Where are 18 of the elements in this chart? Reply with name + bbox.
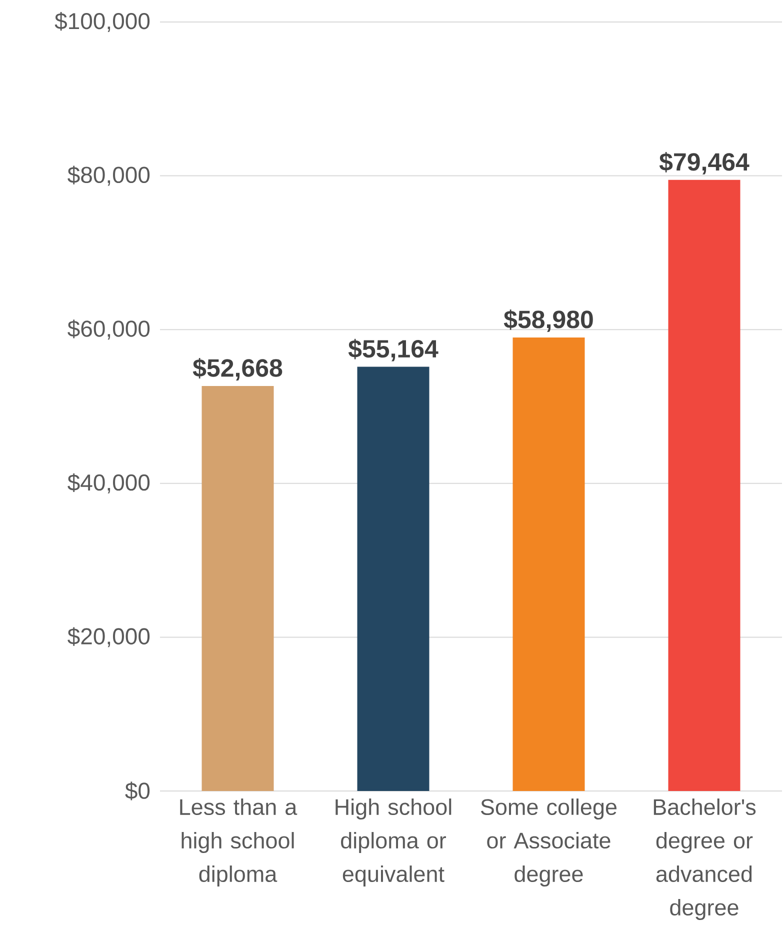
x-tick-label: Bachelor's degree or advanced degree (654, 798, 756, 920)
bar (357, 366, 430, 791)
bar (202, 386, 274, 791)
bar (512, 337, 585, 791)
data-label: $79,464 (660, 152, 750, 174)
y-tick-label: $0 (125, 782, 150, 800)
bar (668, 180, 740, 791)
x-tick-label: Some college or Associate degree (481, 798, 617, 886)
x-tick-label: High school diploma or equivalent (336, 798, 452, 886)
y-tick-label: $80,000 (68, 166, 150, 186)
y-tick-label: $20,000 (68, 627, 150, 648)
data-label: $58,980 (504, 309, 594, 332)
data-label: $55,164 (348, 338, 438, 362)
y-tick-label: $40,000 (68, 473, 150, 494)
x-tick-label: Less than a high school diploma (180, 798, 298, 886)
data-label: $52,668 (193, 358, 282, 380)
y-tick-label: $60,000 (68, 320, 150, 340)
y-tick-label: $100,000 (55, 12, 150, 32)
